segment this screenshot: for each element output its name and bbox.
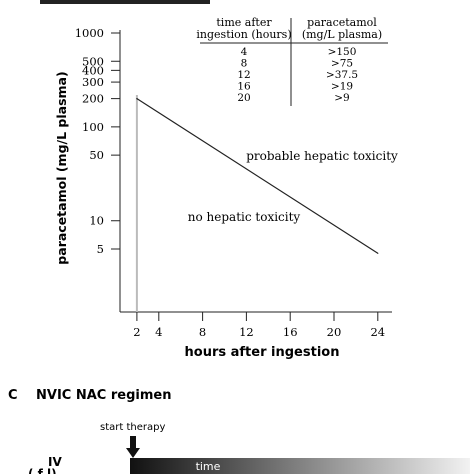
table-cell-concentration: >9 [334,92,349,104]
panel-c-title: NVIC NAC regimen [36,388,171,403]
table-header-conc-1: paracetamol [307,16,377,29]
table-cell-time: 12 [237,69,250,81]
x-tick-label: 16 [283,325,298,339]
table-cell-concentration: >19 [331,81,353,93]
table-header-time-2: ingestion (hours) [196,28,291,41]
route-label-clipped: ( f l) [28,467,57,474]
table-cell-time: 20 [237,92,250,104]
table-rows: 4 >150 8 >75 12 >37.5 16 >19 20 >9 [237,46,358,104]
table-cell-concentration: >37.5 [326,69,358,81]
x-tick-label: 2 [133,325,140,339]
y-tick-label: 50 [89,148,104,162]
table-cell-concentration: >150 [328,46,357,58]
threshold-table: time after ingestion (hours) paracetamol… [196,16,388,106]
y-tick-label: 200 [82,92,104,106]
x-tick-label: 4 [155,325,162,339]
x-tick-label: 12 [239,325,254,339]
clipped-header-remnant [40,0,210,4]
x-axis-ticks: 2 4 8 12 16 20 24 [133,312,385,339]
x-tick-label: 8 [199,325,206,339]
nomogram-line [136,98,379,254]
start-therapy-label: start therapy [100,422,165,433]
y-axis-label: paracetamol (mg/L plasma) [54,71,69,264]
start-therapy-arrow-icon [126,436,140,458]
y-tick-label: 400 [82,63,104,77]
nomogram-line-group [136,98,379,254]
panel-c-letter: C [8,388,18,403]
y-tick-label: 100 [82,120,104,134]
y-tick-label: 300 [82,75,104,89]
y-tick-label: 5 [97,242,104,256]
annotation-no-toxicity: no hepatic toxicity [188,210,301,224]
table-cell-time: 16 [237,81,251,93]
line-point [377,252,379,254]
table-cell-concentration: >75 [331,58,353,70]
time-gradient-bar [130,458,470,474]
table-cell-time: 4 [241,46,248,58]
annotation-probable-toxicity: probable hepatic toxicity [246,149,398,163]
line-point [136,98,138,100]
x-tick-label: 20 [327,325,342,339]
y-tick-label: 10 [89,214,104,228]
x-tick-label: 24 [370,325,385,339]
time-bar-label: time [196,460,221,473]
y-tick-label: 1000 [75,26,104,40]
route-label-iv: IV [48,455,62,469]
x-axis-label: hours after ingestion [185,345,340,360]
table-cell-time: 8 [241,58,248,70]
y-tick-label: 500 [82,54,104,68]
table-header-time-1: time after [216,16,272,29]
table-header-conc-2: (mg/L plasma) [302,28,382,41]
